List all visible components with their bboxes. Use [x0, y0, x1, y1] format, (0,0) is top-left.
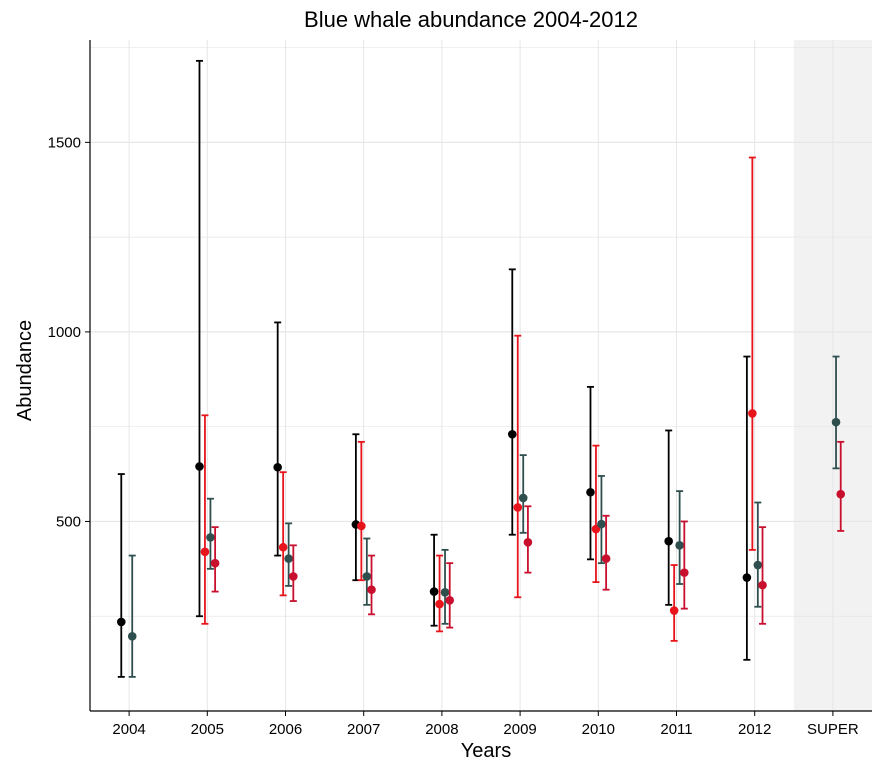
error-bar-red-2006 — [279, 471, 287, 597]
x-tick-label-2011: 2011 — [660, 721, 692, 738]
x-ticks: 2004 2005 2006 2007 2008 2009 2010 2011 2012 SUPE… — [112, 711, 859, 738]
x-tick-label-2008: 2008 — [425, 721, 458, 738]
chart-title: Blue whale abundance 2004-2012 — [304, 7, 638, 32]
error-bar-red-2008 — [436, 554, 444, 633]
y-tick-label-1000: 1000 — [48, 324, 81, 341]
point-darkslate-SUPER — [831, 417, 841, 427]
point-black-2011 — [664, 536, 673, 546]
error-bar-crimson-2010 — [602, 514, 610, 591]
point-red-2009 — [513, 503, 523, 512]
point-red-2005 — [200, 547, 210, 557]
error-bar-darkslate-2008 — [441, 548, 449, 625]
point-black-2009 — [507, 429, 517, 439]
grid-lines — [90, 40, 872, 711]
point-black-2005 — [195, 462, 204, 471]
error-bar-red-2005 — [201, 414, 209, 625]
point-red-2006 — [278, 542, 288, 552]
error-bar-darkslate-SUPER — [832, 355, 840, 470]
error-bar-black-2009 — [508, 268, 516, 536]
point-black-2008 — [429, 587, 439, 596]
error-bar-black-2006 — [274, 321, 282, 557]
x-tick-label-2004: 2004 — [112, 721, 145, 738]
x-tick-label-2005: 2005 — [191, 721, 224, 738]
point-crimson-2005 — [210, 558, 220, 568]
y-tick-label-1500: 1500 — [48, 134, 81, 151]
point-darkslate-2011 — [675, 541, 684, 550]
error-bar-black-2011 — [665, 429, 673, 606]
x-axis-label: Years — [461, 740, 511, 762]
error-bar-crimson-2012 — [759, 526, 767, 625]
y-axis-label: Abundance — [14, 320, 36, 421]
point-darkslate-2012 — [753, 560, 763, 570]
x-tick-label-SUPER: SUPER — [807, 721, 859, 738]
point-black-2006 — [273, 462, 282, 472]
error-bar-darkslate-2007 — [363, 537, 371, 606]
error-bar-darkslate-2010 — [597, 475, 605, 565]
error-bar-darkslate-2011 — [676, 490, 684, 585]
y-ticks: 500 1000 1500 — [48, 134, 90, 530]
error-bar-black-2010 — [586, 385, 594, 561]
error-bar-darkslate-2012 — [754, 501, 762, 608]
point-red-2011 — [669, 606, 679, 615]
point-crimson-2012 — [758, 580, 767, 590]
point-red-2007 — [357, 521, 366, 531]
series-black — [116, 59, 752, 678]
point-darkslate-2009 — [518, 493, 528, 503]
point-black-2012 — [742, 573, 752, 582]
series-red — [200, 156, 757, 642]
error-bar-crimson-2008 — [446, 562, 454, 629]
error-bar-black-2004 — [117, 473, 125, 678]
error-bar-black-2005 — [195, 59, 203, 618]
point-black-2010 — [586, 487, 595, 497]
point-crimson-2011 — [680, 568, 689, 577]
x-tick-label-2010: 2010 — [582, 721, 615, 738]
error-bar-red-2012 — [748, 156, 756, 551]
error-bar-crimson-SUPER — [837, 440, 845, 532]
y-tick-label-500: 500 — [56, 513, 81, 530]
error-bar-red-2007 — [357, 440, 365, 582]
point-darkslate-2008 — [440, 588, 450, 597]
x-tick-label-2006: 2006 — [269, 721, 302, 738]
point-red-2012 — [748, 409, 757, 418]
point-darkslate-2006 — [284, 554, 293, 563]
error-bar-red-2011 — [670, 564, 678, 642]
series-crimson — [210, 440, 846, 629]
error-bar-black-2007 — [352, 433, 360, 582]
x-tick-label-2009: 2009 — [503, 721, 536, 738]
error-bar-red-2010 — [592, 444, 600, 584]
series-darkslate — [127, 355, 841, 678]
point-red-2008 — [435, 599, 444, 609]
point-crimson-SUPER — [836, 489, 846, 499]
error-bar-crimson-2011 — [680, 520, 688, 610]
x-tick-label-2007: 2007 — [347, 721, 380, 738]
point-crimson-2006 — [289, 572, 298, 581]
point-black-2004 — [116, 617, 126, 627]
point-crimson-2008 — [445, 596, 455, 605]
data-series — [116, 59, 846, 678]
error-bar-red-2009 — [514, 334, 522, 599]
point-crimson-2007 — [367, 585, 376, 594]
error-bar-crimson-2007 — [368, 554, 376, 616]
error-bar-black-2012 — [743, 355, 751, 661]
point-darkslate-2005 — [206, 533, 215, 542]
point-darkslate-2004 — [127, 632, 137, 641]
point-darkslate-2007 — [362, 572, 372, 581]
point-darkslate-2010 — [597, 519, 606, 529]
point-red-2010 — [591, 524, 601, 534]
x-tick-label-2012: 2012 — [738, 721, 771, 738]
point-crimson-2009 — [523, 538, 533, 547]
error-bar-darkslate-2004 — [128, 554, 136, 678]
error-bar-black-2008 — [430, 533, 438, 627]
point-crimson-2010 — [601, 554, 611, 563]
